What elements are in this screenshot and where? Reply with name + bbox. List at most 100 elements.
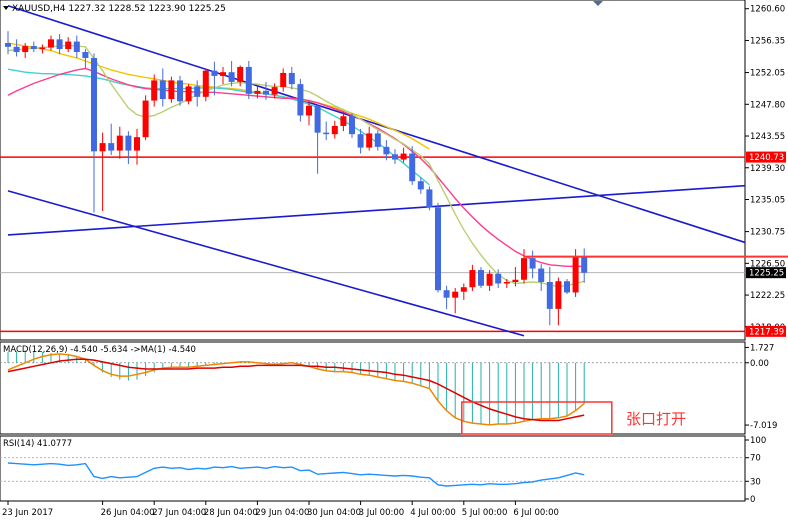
price-header: XAUUSD,H4 1227.32 1228.52 1223.90 1225.2… — [12, 4, 226, 14]
rsi-tick-label: 100 — [750, 436, 766, 446]
candle-body — [245, 66, 252, 94]
annotation-label: 张口打开 — [626, 410, 686, 428]
candle-body — [435, 207, 441, 291]
candle-body — [159, 80, 166, 100]
candle-body — [452, 291, 459, 298]
x-tick-label: 26 Jun 04:00 — [101, 508, 155, 518]
candle-body — [314, 105, 321, 133]
candle-body — [202, 70, 209, 97]
moving-average-line — [7, 44, 585, 288]
candle-body — [572, 257, 579, 293]
annotation-box — [461, 401, 613, 435]
candle-body — [374, 133, 381, 147]
price-marker-label: 1217.39 — [749, 327, 784, 337]
candle-body — [555, 281, 562, 309]
candle-body — [48, 39, 54, 48]
price-marker-badge — [746, 325, 786, 337]
x-tick-label: 4 Jul 00:00 — [410, 508, 456, 518]
candle-body — [409, 153, 416, 182]
price-marker-badge — [746, 151, 786, 163]
candle-body — [426, 189, 433, 208]
candle-body — [331, 125, 338, 135]
candle-body — [383, 146, 390, 155]
candle-body — [469, 270, 476, 288]
candle-body — [460, 287, 467, 292]
candle-body — [13, 46, 20, 53]
candle-body — [297, 84, 304, 116]
price-tick-label: 1226.50 — [750, 259, 785, 269]
x-tick-label: 5 Jul 00:00 — [462, 508, 508, 518]
candle-body — [56, 39, 63, 50]
price-tick-label: 1235.05 — [750, 195, 785, 205]
scroll-marker-icon[interactable] — [593, 1, 603, 6]
candle-body — [151, 80, 158, 101]
rsi-line — [7, 462, 585, 487]
candle-body — [194, 86, 201, 97]
macd-header: MACD(12,26,9) -4.540 -5.634 ->MA(1) -4.5… — [3, 345, 196, 355]
candle-body — [116, 135, 123, 151]
price-tick-label: 1222.25 — [750, 291, 785, 301]
candle-body — [22, 46, 29, 53]
candle-body — [134, 137, 140, 151]
price-tick-label: 1230.75 — [750, 228, 785, 238]
trendline — [7, 184, 746, 236]
macd-layer: 1.727 0.00 -7.019 张口打开 — [0, 343, 777, 435]
candle-body — [306, 105, 312, 116]
candle-body — [211, 70, 218, 76]
macd-panel-frame — [0, 341, 746, 435]
moving-average-line — [7, 42, 430, 150]
candle-body — [521, 258, 527, 280]
candle-body — [142, 100, 149, 138]
x-tick-label: 27 Jun 04:00 — [152, 508, 206, 518]
candle-body — [443, 290, 450, 298]
candle-body — [538, 268, 545, 282]
candle-body — [185, 86, 192, 102]
candle-body — [486, 273, 493, 286]
candle-body — [400, 153, 407, 160]
rsi-tick-label: 30 — [750, 477, 761, 487]
candle-body — [228, 72, 235, 82]
candle-body — [168, 80, 175, 100]
candle-body — [91, 58, 97, 152]
candle-body — [125, 135, 132, 151]
candle-body — [288, 72, 295, 85]
candle-body — [177, 80, 183, 102]
candle-body — [478, 270, 484, 286]
trendline — [7, 4, 746, 244]
candle-body — [280, 72, 287, 88]
macd-tick-label: 0.00 — [750, 359, 769, 369]
candle-body — [220, 72, 226, 76]
rsi-tick-label: 70 — [750, 454, 761, 464]
moving-average-line — [7, 67, 585, 267]
candle-body — [512, 279, 519, 282]
trendline — [7, 190, 525, 337]
x-tick-label: 28 Jun 04:00 — [204, 508, 258, 518]
candle-body — [82, 52, 89, 58]
candle-body — [108, 143, 115, 151]
rsi-header: RSI(14) 41.0777 — [3, 439, 72, 449]
moving-average-line — [7, 68, 430, 186]
collapse-triangle-icon[interactable] — [3, 6, 9, 10]
candle-body — [546, 282, 553, 309]
price-tick-label: 1256.35 — [750, 36, 785, 46]
candle-body — [581, 257, 588, 273]
price-marker-label: 1225.25 — [749, 269, 784, 279]
candle-body — [417, 181, 424, 190]
macd-signal-line — [7, 358, 585, 422]
price-tick-label: 1247.80 — [750, 100, 785, 110]
candle-body — [366, 133, 373, 148]
candle-body — [357, 134, 364, 148]
macd-signal-line — [7, 353, 585, 426]
x-tick-label: 23 Jun 2017 — [2, 508, 53, 518]
candle-body — [564, 281, 570, 293]
price-panel-frame — [0, 0, 746, 341]
price-marker-label: 1240.73 — [749, 153, 784, 163]
macd-tick-label: 1.727 — [750, 343, 774, 353]
candle-body — [349, 116, 355, 135]
candle-body — [73, 41, 80, 53]
rsi-layer: 100 70 30 0 — [0, 436, 766, 505]
candle-body — [39, 47, 46, 50]
